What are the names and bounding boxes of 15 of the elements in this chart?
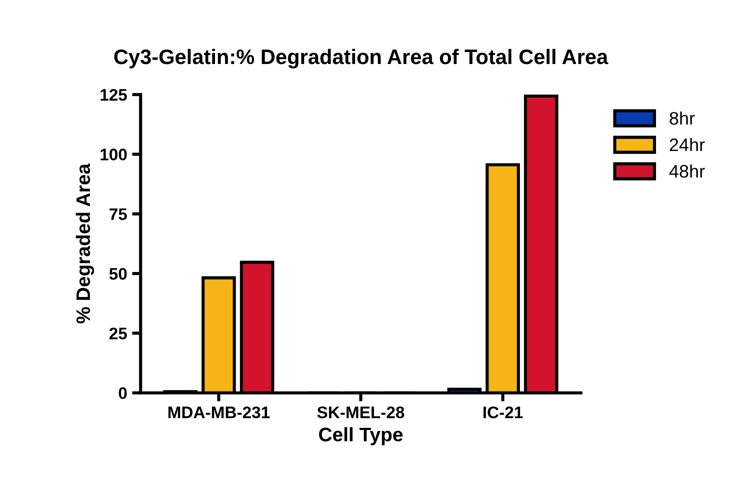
legend-label: 8hr: [670, 111, 695, 125]
y-tick-label: 0: [118, 387, 127, 400]
y-tick-label: 100: [100, 148, 127, 160]
y-tick-label: 75: [110, 208, 127, 220]
y-tick-label: 25: [109, 328, 127, 340]
y-tick-label: 125: [100, 88, 127, 101]
legend-label: 24hr: [670, 138, 705, 152]
chart-title: Cy3-Gelatin:% Degradation Area of Total Cell Area: [114, 48, 608, 68]
y-axis-title: % Degraded Area: [76, 163, 94, 324]
x-tick-label: MDA-MB-231: [168, 406, 270, 418]
legend-label: 48hr: [669, 164, 705, 178]
y-tick-label: 50: [109, 268, 127, 280]
x-axis-title: Cell Type: [319, 427, 403, 446]
x-tick-label: IC-21: [484, 406, 523, 418]
x-tick-label: SK-MEL-28: [317, 406, 404, 418]
